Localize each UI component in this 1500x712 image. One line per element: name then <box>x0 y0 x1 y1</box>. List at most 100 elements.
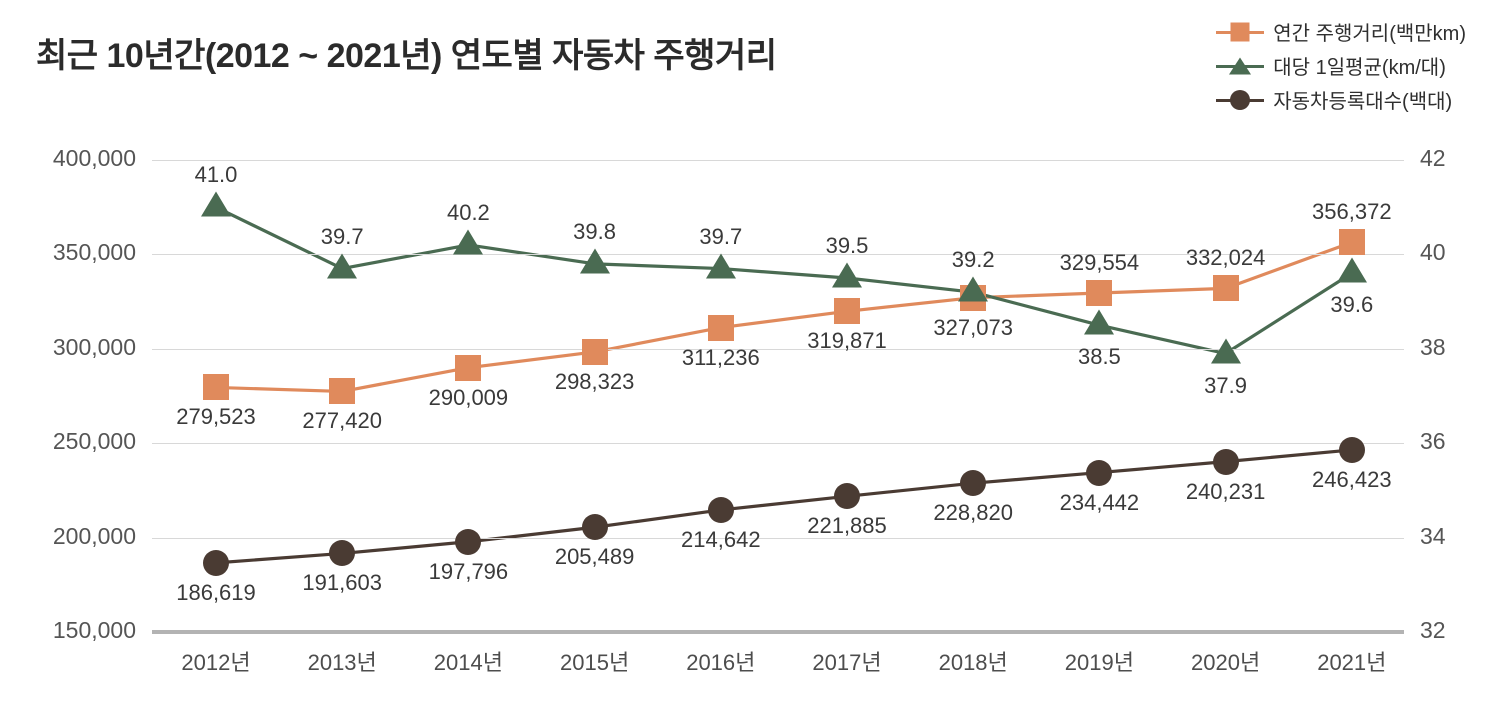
data-point-marker[interactable] <box>455 528 482 555</box>
y-axis-left-tick: 300,000 <box>52 333 136 360</box>
data-point-marker[interactable] <box>581 338 608 365</box>
data-point-label: 39.5 <box>825 233 869 258</box>
x-axis-tick: 2018년 <box>938 650 1008 675</box>
x-axis-tick: 2012년 <box>181 650 251 675</box>
data-point-label: 298,323 <box>554 368 635 394</box>
y-axis-right-tick: 34 <box>1420 522 1446 549</box>
x-axis-tick: 2019년 <box>1064 650 1134 675</box>
series-line-1 <box>214 240 1354 394</box>
gridline <box>152 160 1404 161</box>
data-point-marker[interactable] <box>1338 436 1365 463</box>
data-point-label: 277,420 <box>302 408 382 434</box>
data-point-marker[interactable] <box>203 374 229 401</box>
data-point-marker[interactable] <box>1086 280 1113 306</box>
y-axis-right-tick: 36 <box>1420 428 1446 455</box>
circle-marker <box>1216 88 1265 112</box>
data-point-label: 311,236 <box>681 344 760 370</box>
data-point-marker[interactable] <box>203 549 229 576</box>
data-point-label: 39.8 <box>573 218 617 244</box>
data-point-label: 290,009 <box>428 384 509 410</box>
data-point-marker[interactable] <box>579 248 610 274</box>
data-point-marker[interactable] <box>329 540 356 567</box>
axis-baseline <box>152 630 1404 634</box>
data-point-marker[interactable] <box>1336 257 1367 283</box>
gridline <box>152 537 1404 539</box>
x-axis-tick: 2020년 <box>1191 650 1261 675</box>
gridline <box>152 254 1404 256</box>
data-point-label: 191,603 <box>302 570 382 596</box>
data-point-marker[interactable] <box>834 483 860 510</box>
data-point-label: 327,073 <box>933 314 1013 340</box>
legend-item-2[interactable]: 대당 1일평균(km/대) <box>1216 52 1446 79</box>
data-point-label: 228,820 <box>933 500 1013 526</box>
y-axis-right-tick: 40 <box>1420 239 1446 266</box>
data-point-label: 39.7 <box>320 223 364 249</box>
page-title: 최근 10년간(2012 ~ 2021년) 연도별 자동차 주행거리 <box>36 37 777 75</box>
legend-item-label: 자동차등록대수(백대) <box>1273 91 1453 113</box>
data-point-marker[interactable] <box>960 470 987 497</box>
data-point-marker[interactable] <box>707 496 734 523</box>
data-point-label: 319,871 <box>807 328 887 354</box>
y-axis-left-tick: 400,000 <box>52 145 136 171</box>
legend-item-1[interactable]: 연간 주행거리(백만km) <box>1216 18 1466 45</box>
data-point-marker[interactable] <box>455 354 482 381</box>
data-point-label: 240,231 <box>1185 478 1266 504</box>
data-point-label: 39.6 <box>1330 292 1374 318</box>
data-point-marker[interactable] <box>1210 338 1241 364</box>
data-point-label: 246,423 <box>1312 466 1392 492</box>
triangle-marker <box>1216 54 1265 78</box>
legend-item-label: 연간 주행거리(백만km) <box>1273 23 1466 45</box>
data-point-marker[interactable] <box>1338 229 1365 256</box>
y-axis-left-tick: 350,000 <box>52 239 136 266</box>
data-point-label: 41.0 <box>194 162 238 188</box>
legend-item-label: 대당 1일평균(km/대) <box>1273 57 1446 79</box>
y-axis-right-tick: 32 <box>1420 617 1446 643</box>
data-point-marker[interactable] <box>327 253 358 279</box>
data-point-label: 197,796 <box>428 558 509 584</box>
data-point-label: 37.9 <box>1204 372 1248 398</box>
y-axis-right-tick: 38 <box>1420 333 1446 360</box>
data-point-label: 186,619 <box>176 579 256 605</box>
y-axis-left-tick: 250,000 <box>52 428 136 455</box>
data-point-label: 214,642 <box>681 526 761 552</box>
data-point-label: 356,372 <box>1312 199 1392 225</box>
data-point-marker[interactable] <box>958 276 989 302</box>
data-point-marker[interactable] <box>1086 459 1113 486</box>
y-axis-left-tick: 200,000 <box>52 522 136 549</box>
data-point-marker[interactable] <box>834 298 860 325</box>
data-point-marker[interactable] <box>832 262 862 288</box>
data-point-marker[interactable] <box>705 253 736 279</box>
y-axis-left-tick: 150,000 <box>52 617 136 643</box>
data-point-marker[interactable] <box>1212 448 1239 475</box>
data-point-marker[interactable] <box>453 229 484 255</box>
y-axis-right-tick: 42 <box>1420 145 1446 171</box>
series-line-2 <box>214 205 1354 356</box>
data-point-marker[interactable] <box>329 378 356 405</box>
x-axis-tick: 2016년 <box>686 650 756 675</box>
x-axis-tick: 2014년 <box>433 650 503 675</box>
series-line-3 <box>214 448 1354 565</box>
data-point-label: 332,024 <box>1185 245 1266 271</box>
data-point-label: 329,554 <box>1059 250 1140 275</box>
x-axis-tick: 2017년 <box>812 650 882 675</box>
gridline <box>152 348 1404 350</box>
x-axis-tick: 2021년 <box>1317 650 1387 675</box>
square-marker <box>1216 20 1265 44</box>
gridline <box>152 443 1404 445</box>
data-point-label: 279,523 <box>176 404 256 430</box>
chart-legend: 연간 주행거리(백만km) 대당 1일평균(km/대) 자동차등록대수(백대) <box>1216 18 1466 113</box>
data-point-marker[interactable] <box>581 514 608 541</box>
data-point-label: 221,885 <box>807 513 887 539</box>
data-point-marker[interactable] <box>1212 275 1239 302</box>
data-point-marker[interactable] <box>707 314 734 341</box>
data-point-marker[interactable] <box>201 191 231 217</box>
legend-item-3[interactable]: 자동차등록대수(백대) <box>1216 86 1452 113</box>
data-point-label: 40.2 <box>446 199 490 225</box>
data-point-label: 38.5 <box>1077 344 1121 370</box>
data-point-label: 205,489 <box>554 544 635 570</box>
x-axis-tick: 2015년 <box>560 650 630 675</box>
data-point-label: 39.2 <box>951 247 995 273</box>
data-point-marker[interactable] <box>1084 309 1115 335</box>
